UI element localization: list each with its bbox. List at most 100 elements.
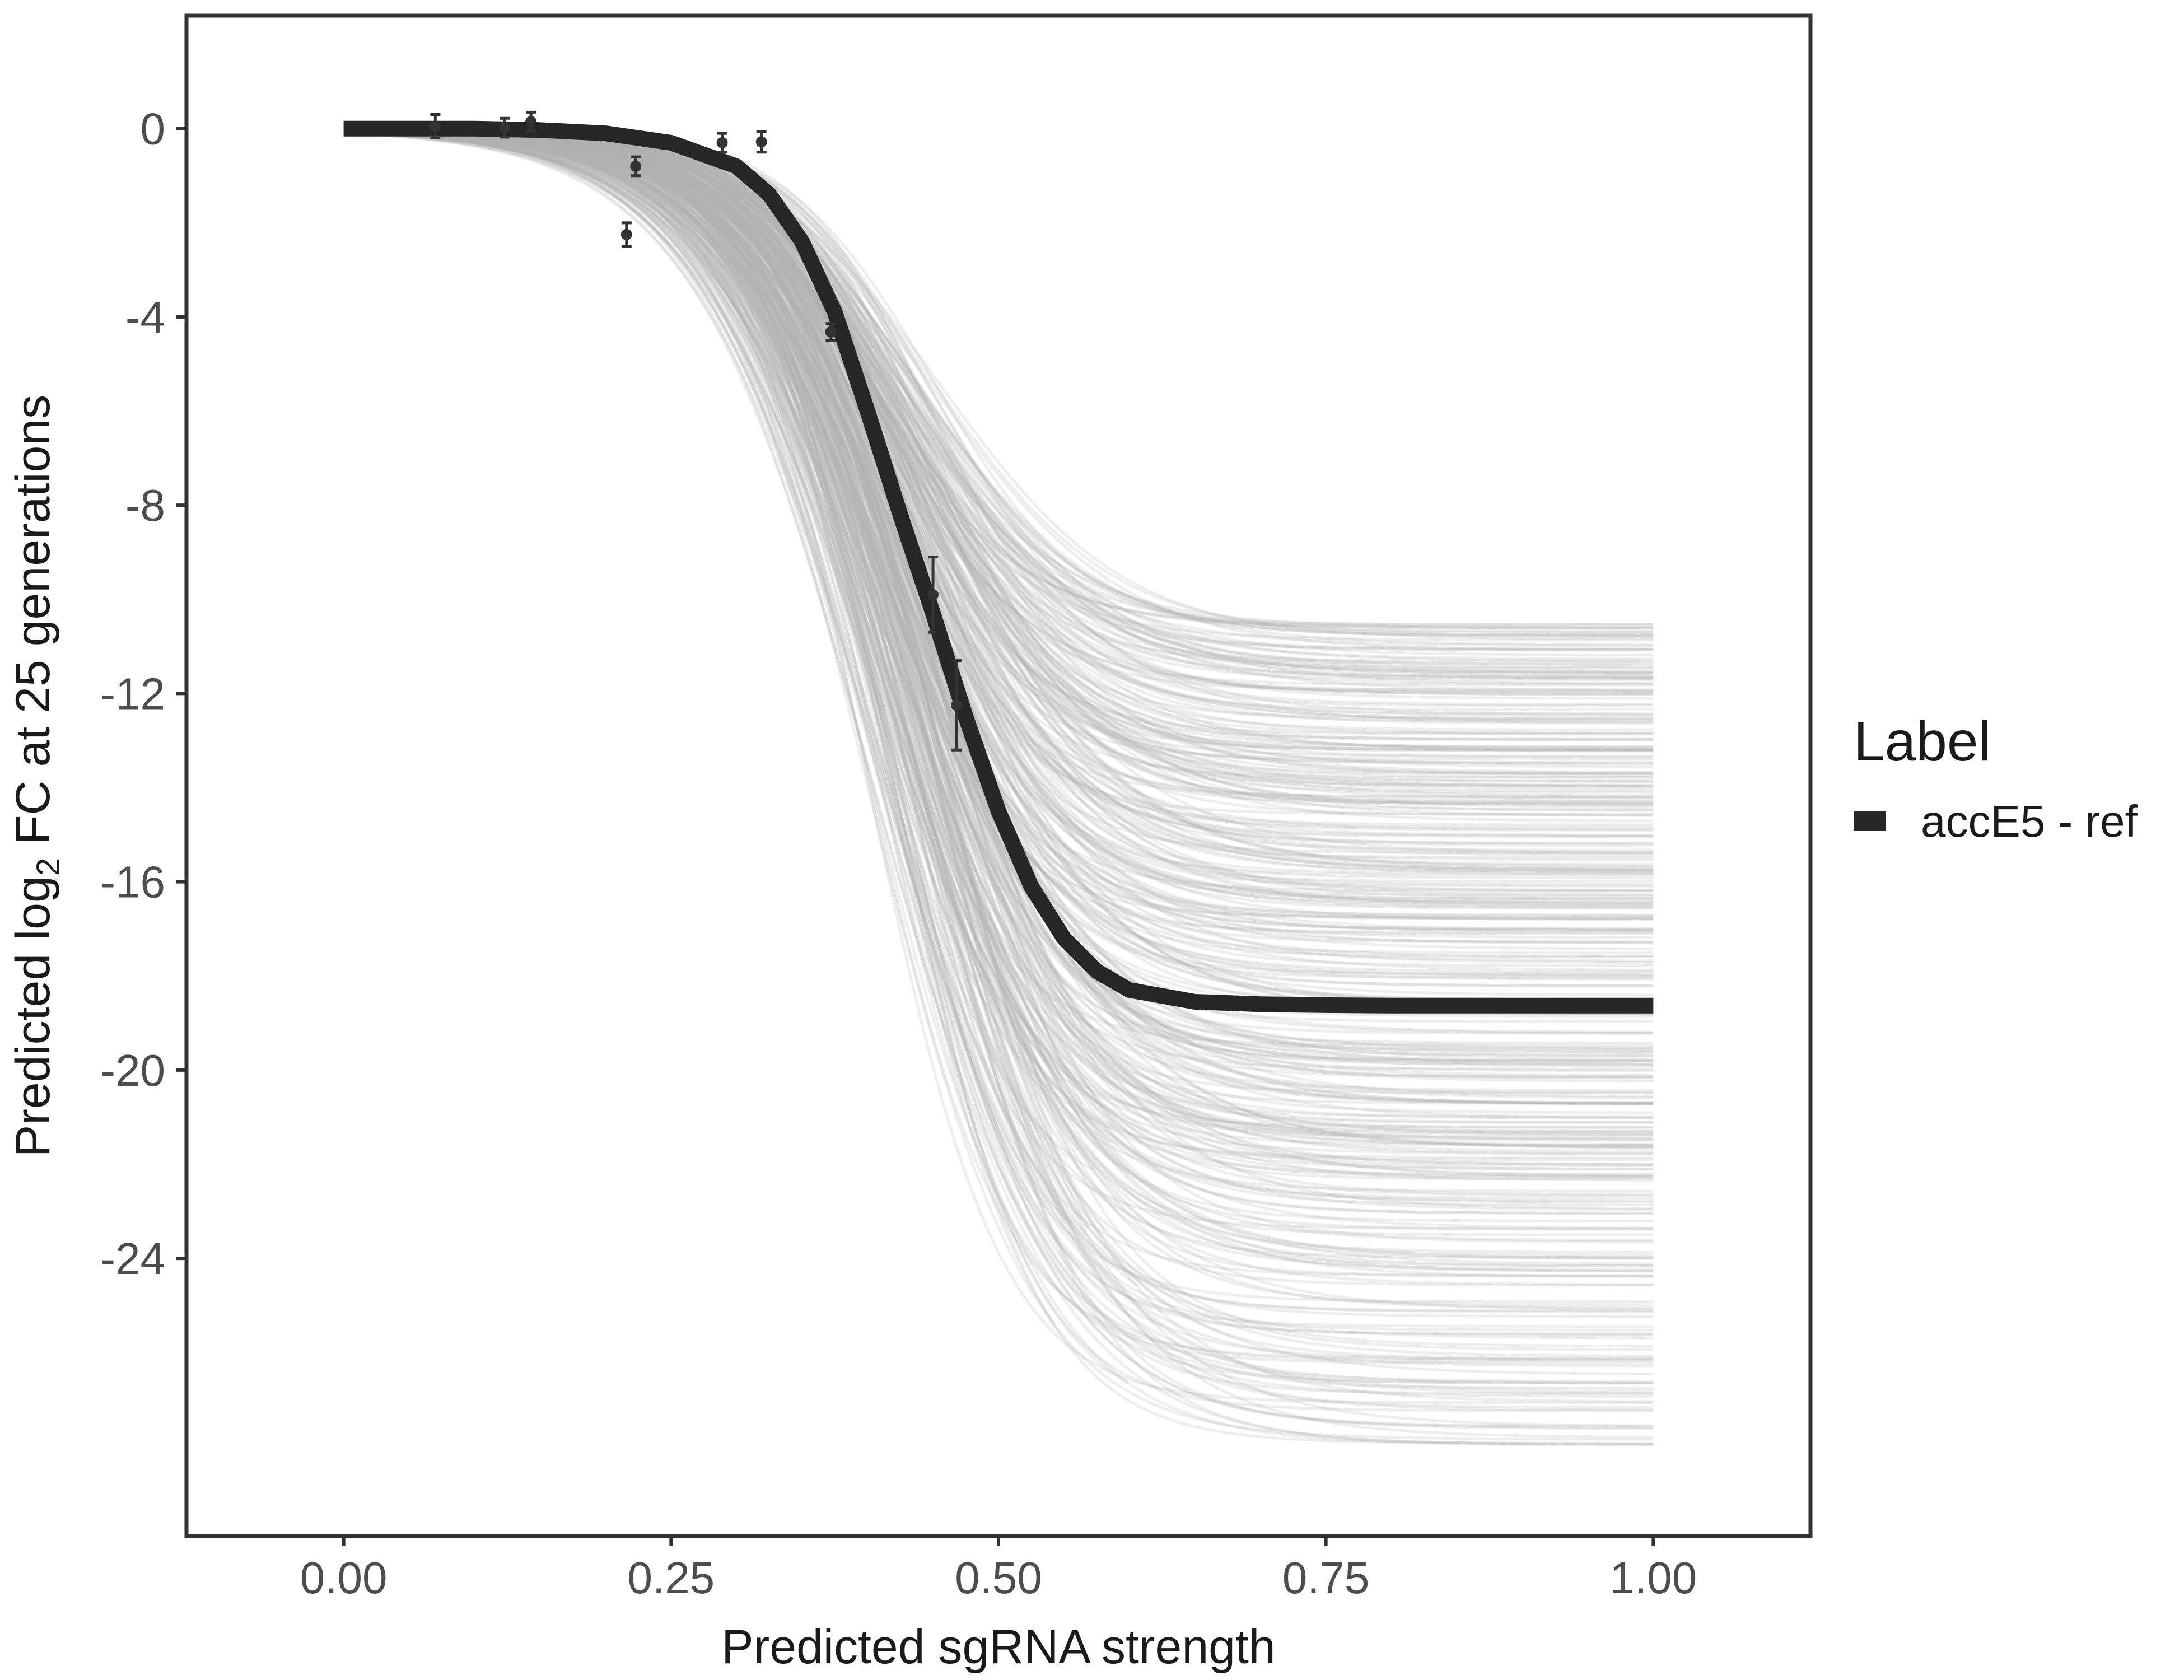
posterior-draw-line — [343, 128, 1654, 1155]
data-point — [499, 122, 511, 134]
posterior-draw-line — [343, 130, 1654, 1204]
posterior-draw-line — [343, 129, 1654, 1441]
posterior-draw-line — [343, 129, 1654, 753]
posterior-draw-line — [343, 129, 1654, 669]
posterior-draw-line — [343, 128, 1654, 1066]
posterior-draw-line — [343, 129, 1654, 931]
y-axis-title-part-2: FC at 25 generations — [6, 395, 60, 858]
posterior-draw-line — [343, 129, 1654, 766]
posterior-draw-line — [343, 128, 1654, 1365]
posterior-draw-line — [343, 128, 1654, 1385]
posterior-draw-line — [343, 129, 1654, 1361]
posterior-draw-line — [343, 131, 1654, 1141]
posterior-draw-line — [343, 128, 1654, 629]
legend: Label accE5 - ref — [1854, 710, 2138, 846]
posterior-draw-line — [343, 129, 1654, 1182]
posterior-draw-line — [343, 128, 1654, 852]
posterior-draw-line — [343, 129, 1654, 1259]
posterior-draw-line — [343, 130, 1654, 1178]
posterior-draw-line — [343, 129, 1654, 1170]
x-axis-title: Predicted sgRNA strength — [721, 1620, 1276, 1674]
posterior-draw-line — [343, 128, 1654, 696]
posterior-draw-line — [343, 129, 1654, 1254]
posterior-draw-line — [343, 128, 1654, 1309]
posterior-draw-line — [343, 129, 1654, 696]
posterior-draw-line — [343, 128, 1654, 1118]
posterior-draw-line — [343, 128, 1654, 932]
posterior-draw-line — [343, 128, 1654, 628]
posterior-draw-line — [343, 128, 1654, 1072]
posterior-draw-line — [343, 129, 1654, 768]
posterior-draw-line — [343, 128, 1654, 908]
posterior-draw-line — [343, 129, 1654, 809]
posterior-draw-line — [343, 130, 1654, 1243]
posterior-draw-line — [343, 130, 1654, 1062]
posterior-draw-line — [343, 128, 1654, 857]
posterior-draw-line — [343, 128, 1654, 642]
posterior-draw-line — [343, 130, 1654, 875]
posterior-draw-line — [343, 128, 1654, 1120]
x-tick-label: 0.50 — [955, 1553, 1042, 1603]
posterior-draw-line — [343, 131, 1654, 1136]
posterior-draw-line — [343, 128, 1654, 1404]
posterior-draw-line — [343, 129, 1654, 1403]
posterior-draw-line — [343, 128, 1654, 1304]
posterior-draw-line — [343, 128, 1654, 646]
y-tick-label: -24 — [100, 1234, 165, 1284]
posterior-draw-line — [343, 129, 1654, 1147]
posterior-draw-line — [343, 129, 1654, 1054]
posterior-draw-line — [343, 128, 1654, 764]
posterior-draw-line — [343, 130, 1654, 722]
posterior-draw-line — [343, 128, 1654, 1159]
posterior-draw-line — [343, 129, 1654, 871]
posterior-draw-line — [343, 128, 1654, 1152]
posterior-draw-line — [343, 128, 1654, 917]
posterior-draw-line — [343, 128, 1654, 1170]
posterior-draw-line — [343, 130, 1654, 1384]
posterior-draw-line — [343, 128, 1654, 1196]
posterior-draw-line — [343, 130, 1043, 1045]
posterior-draw-line — [343, 128, 1654, 803]
posterior-draw-line — [343, 128, 1654, 1114]
posterior-draw-line — [343, 128, 1654, 752]
legend-label-accE5: accE5 - ref — [1921, 796, 2138, 846]
posterior-draw-line — [343, 128, 1654, 880]
posterior-draw-line — [343, 132, 1139, 1287]
posterior-draw-line — [343, 128, 1654, 872]
posterior-draw-line — [343, 128, 1654, 1230]
y-tick-label: 0 — [141, 104, 166, 154]
posterior-draw-line — [343, 129, 1654, 1155]
posterior-draw-line — [343, 130, 1047, 1205]
posterior-draw-line — [343, 128, 1654, 1207]
posterior-draw-line — [343, 129, 1654, 958]
posterior-draw-line — [343, 128, 1654, 1215]
posterior-draw-line — [343, 128, 1654, 907]
posterior-draw-line — [343, 129, 1063, 1083]
posterior-draw-line — [343, 129, 1105, 1231]
posterior-draw-line — [343, 128, 1654, 1267]
posterior-draw-line — [343, 129, 1654, 1105]
posterior-draw-line — [343, 128, 1654, 749]
posterior-draw-line — [343, 129, 1654, 847]
posterior-draw-line — [343, 129, 1654, 871]
posterior-draw-line — [343, 128, 1654, 665]
posterior-draw-line — [343, 128, 1654, 1351]
posterior-draw-line — [343, 128, 1654, 981]
posterior-draw-line — [343, 128, 1654, 1428]
posterior-draw-line — [343, 128, 1654, 1277]
posterior-draw-line — [343, 128, 1654, 903]
posterior-draw-line — [343, 130, 1654, 1368]
legend-key-accE5 — [1854, 811, 1886, 831]
data-point — [825, 326, 837, 338]
posterior-draw-line — [343, 129, 1654, 817]
posterior-draw-line — [343, 130, 1654, 1260]
x-tick-label: 0.25 — [627, 1553, 715, 1603]
posterior-draw-line — [343, 128, 1654, 652]
posterior-draw-line — [343, 129, 1654, 1439]
posterior-draw-line — [343, 128, 1654, 674]
posterior-draw-line — [343, 128, 1654, 1242]
data-point — [430, 120, 441, 132]
observations-layer — [430, 110, 963, 752]
posterior-draw-line — [343, 130, 1654, 855]
